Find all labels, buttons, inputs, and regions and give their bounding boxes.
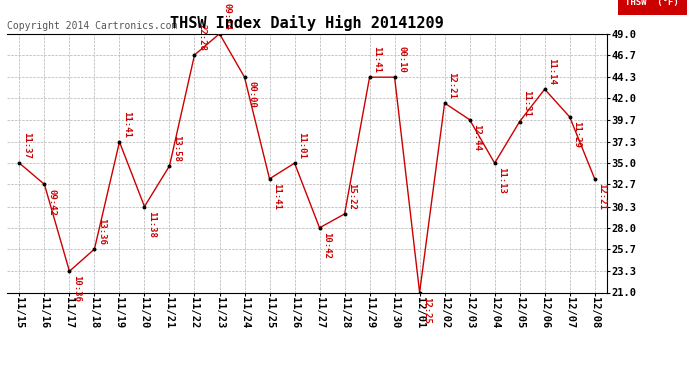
Text: 11:41: 11:41 (373, 46, 382, 73)
Point (339, 211, 350, 217)
Text: 12:21: 12:21 (447, 72, 456, 99)
Point (564, 114, 575, 120)
Text: 22:28: 22:28 (197, 24, 206, 51)
Text: 12:21: 12:21 (598, 183, 607, 210)
Point (414, 290, 425, 296)
Point (89, 246, 100, 252)
Text: 11:31: 11:31 (522, 90, 531, 117)
Point (364, 74, 375, 80)
Point (14, 160, 25, 166)
Text: 00:00: 00:00 (247, 81, 256, 108)
Text: 12:44: 12:44 (473, 124, 482, 151)
Text: Copyright 2014 Cartronics.com: Copyright 2014 Cartronics.com (7, 21, 177, 31)
Text: 13:58: 13:58 (172, 135, 181, 162)
Text: 11:01: 11:01 (297, 132, 306, 159)
Point (164, 163, 175, 169)
Text: 11:41: 11:41 (122, 111, 131, 138)
Point (539, 86, 550, 92)
Text: 11:37: 11:37 (22, 132, 31, 159)
Point (314, 225, 325, 231)
Text: 11:38: 11:38 (147, 211, 156, 238)
Title: THSW Index Daily High 20141209: THSW Index Daily High 20141209 (170, 15, 444, 31)
Point (464, 117, 475, 123)
Text: 09:14: 09:14 (222, 3, 231, 30)
Text: 12:25: 12:25 (422, 297, 431, 324)
Point (139, 204, 150, 210)
Point (39, 182, 50, 188)
Point (189, 52, 200, 58)
Point (114, 139, 125, 145)
Point (214, 31, 225, 37)
Text: 10:36: 10:36 (72, 275, 81, 302)
Text: 11:13: 11:13 (497, 167, 506, 194)
Point (489, 160, 500, 166)
Point (439, 100, 450, 106)
Text: 09:42: 09:42 (47, 189, 56, 215)
Text: 11:41: 11:41 (273, 183, 282, 210)
Text: 00:10: 00:10 (397, 46, 406, 73)
Text: 13:36: 13:36 (97, 218, 106, 245)
Point (289, 160, 300, 166)
Point (589, 176, 600, 182)
Point (514, 118, 525, 124)
Text: THSW  (°F): THSW (°F) (625, 0, 679, 8)
Point (64, 268, 75, 274)
Text: 11:29: 11:29 (573, 121, 582, 148)
Text: 11:14: 11:14 (547, 58, 556, 85)
Text: 10:42: 10:42 (322, 232, 331, 259)
Point (264, 176, 275, 182)
Point (239, 74, 250, 80)
Point (389, 74, 400, 80)
Text: 15:22: 15:22 (347, 183, 356, 210)
